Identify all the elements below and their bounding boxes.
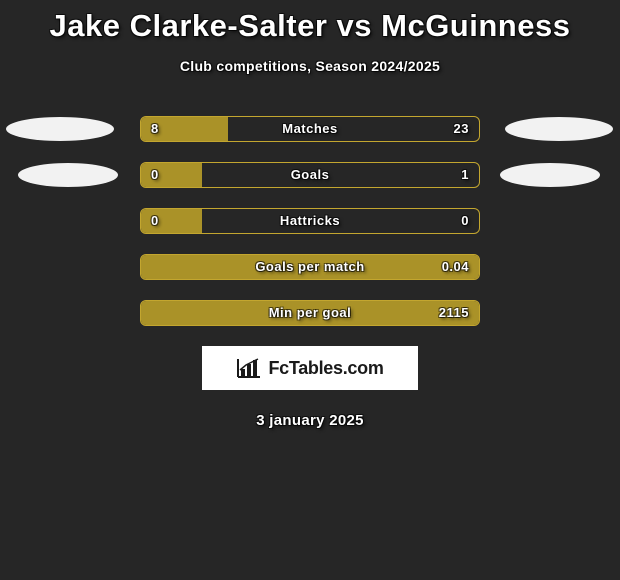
stat-bar: 8 Matches 23 <box>140 116 480 142</box>
player2-name: McGuinness <box>381 8 570 43</box>
brand-badge: FcTables.com <box>202 346 418 390</box>
bar-chart-icon <box>236 357 262 379</box>
stat-left-value: 0 <box>151 167 159 182</box>
stat-label: Hattricks <box>280 213 340 228</box>
stat-right-value: 23 <box>454 121 469 136</box>
stat-right-value: 2115 <box>439 305 469 320</box>
stat-rows: 8 Matches 23 0 Goals 1 0 Hattricks 0 Goals per ma… <box>0 116 620 326</box>
player1-badge <box>18 163 118 187</box>
stat-row: 8 Matches 23 <box>0 116 620 142</box>
stat-row: Min per goal 2115 <box>0 300 620 326</box>
stat-label: Matches <box>282 121 338 136</box>
stat-right-value: 0 <box>461 213 469 228</box>
stat-right-value: 1 <box>461 167 469 182</box>
stat-label: Min per goal <box>269 305 352 320</box>
brand-text: FcTables.com <box>268 358 383 379</box>
stat-label: Goals per match <box>255 259 364 274</box>
player1-name: Jake Clarke-Salter <box>50 8 328 43</box>
stat-bar: Goals per match 0.04 <box>140 254 480 280</box>
stat-label: Goals <box>291 167 330 182</box>
date-label: 3 january 2025 <box>0 412 620 429</box>
subtitle: Club competitions, Season 2024/2025 <box>0 58 620 74</box>
stat-bar: Min per goal 2115 <box>140 300 480 326</box>
player1-badge <box>6 117 114 141</box>
stat-bar: 0 Goals 1 <box>140 162 480 188</box>
player2-badge <box>500 163 600 187</box>
stat-row: 0 Hattricks 0 <box>0 208 620 234</box>
stat-left-value: 0 <box>151 213 159 228</box>
stat-right-value: 0.04 <box>442 259 469 274</box>
stat-left-value: 8 <box>151 121 159 136</box>
comparison-infographic: Jake Clarke-Salter vs McGuinness Club co… <box>0 0 620 580</box>
stat-row: 0 Goals 1 <box>0 162 620 188</box>
stat-row: Goals per match 0.04 <box>0 254 620 280</box>
stat-bar: 0 Hattricks 0 <box>140 208 480 234</box>
player2-badge <box>505 117 613 141</box>
vs-label: vs <box>337 8 372 43</box>
page-title: Jake Clarke-Salter vs McGuinness <box>0 0 620 44</box>
